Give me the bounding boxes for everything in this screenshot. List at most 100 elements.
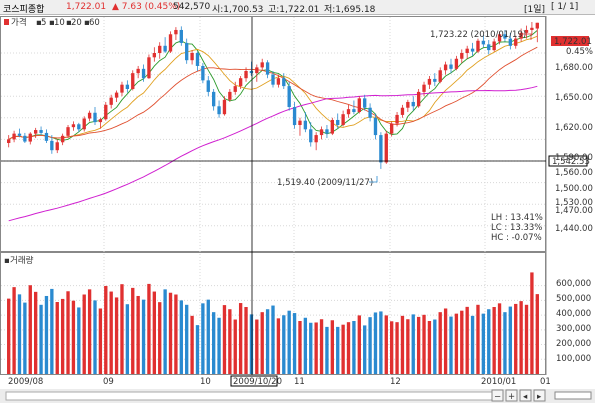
zoom-in-button[interactable] — [505, 389, 518, 402]
candle-body — [357, 98, 361, 113]
volume-bar — [443, 308, 448, 374]
scroll-track[interactable] — [5, 391, 497, 401]
volume-bar — [497, 303, 502, 374]
candle-body — [201, 65, 205, 81]
candle-body — [503, 34, 507, 39]
volume-bar — [168, 292, 173, 374]
current-price: 1,722.01 — [66, 2, 107, 12]
legend-price-marker — [4, 19, 9, 25]
volume-bar — [411, 314, 415, 374]
x-tick-label: 2009/08 — [8, 377, 43, 387]
period-selector[interactable]: [1일] — [524, 5, 546, 15]
volume-bar — [481, 313, 486, 374]
candle-body — [341, 114, 345, 125]
volume-legend: 거래량 — [10, 255, 34, 266]
candle-body — [416, 91, 421, 107]
volume-bar — [487, 309, 491, 374]
stat-hc: HC : -0.07% — [491, 233, 542, 243]
volume-bar — [228, 309, 232, 374]
zoom-slider[interactable] — [554, 391, 592, 400]
volume-bar — [314, 322, 318, 374]
volume-bar — [141, 299, 146, 374]
candle-body — [28, 133, 32, 142]
candle-body — [33, 130, 38, 134]
volume-bar — [384, 315, 388, 374]
candle-body — [98, 119, 103, 123]
volume-bar — [152, 291, 157, 374]
candle-body — [433, 78, 437, 82]
candle-body — [530, 27, 534, 30]
volume-bar — [379, 311, 383, 374]
legend-ma5: 5 — [41, 18, 46, 28]
candle-body — [179, 29, 183, 43]
x-tick-label: 10 — [200, 377, 211, 387]
volume-bar — [23, 302, 27, 374]
current-price-tag — [551, 36, 589, 46]
price-tick-label: 1,440.00 — [555, 224, 593, 234]
candle-body — [249, 71, 254, 74]
volume-bar — [368, 317, 372, 374]
scroll-right-button[interactable] — [533, 389, 546, 402]
volume-bar — [39, 304, 43, 374]
candle-body — [282, 78, 286, 87]
volume-bar — [373, 312, 378, 374]
volume-bar — [82, 294, 86, 374]
candle-body — [217, 106, 221, 115]
volume-bar — [222, 305, 227, 374]
volume-bar — [514, 303, 518, 374]
price-panel — [0, 16, 546, 252]
volume-bar — [309, 322, 313, 374]
volume-bar — [201, 303, 205, 374]
candle-body — [87, 112, 92, 119]
candle-body — [114, 92, 119, 98]
open-price: 시:1,700.53 — [212, 5, 264, 15]
candle-body — [185, 42, 189, 61]
volume-bar — [276, 318, 281, 374]
legend-ma20-marker: ▪ — [66, 18, 72, 28]
grid-lines — [1, 17, 546, 375]
zoom-out-button[interactable] — [491, 389, 504, 402]
candle-body — [292, 107, 297, 125]
stock-chart[interactable]: 1,542.53 가격 ▪ 5 ▪ 10 ▪ 20 ▪ 60 1,680.00 … — [0, 16, 595, 403]
volume-bar — [136, 295, 140, 374]
volume-bar — [50, 288, 54, 374]
crosshair-date-label: 2009/10/20 — [233, 377, 282, 387]
candle-body — [287, 86, 291, 107]
volume-bar — [298, 321, 302, 374]
candle-body — [255, 67, 259, 74]
volume-bar — [438, 312, 442, 374]
volume-bar — [395, 322, 399, 374]
volume-bar — [120, 284, 124, 374]
candle-body — [131, 73, 135, 89]
volume-tick-label: 300,000 — [556, 324, 591, 334]
volume-bar — [71, 300, 76, 374]
candle-body — [222, 99, 227, 115]
volume-bar — [492, 307, 496, 374]
candle-body — [228, 91, 232, 100]
scroll-left-button[interactable] — [519, 389, 532, 402]
volume-bar — [476, 304, 480, 374]
change-pct-tag: 0.45% — [566, 47, 593, 57]
chart-area[interactable]: 1,542.53 가격 ▪ 5 ▪ 10 ▪ 20 ▪ 60 1,680.00 … — [0, 16, 595, 403]
crosshair-date-box — [230, 375, 278, 387]
volume-tick-label: 500,000 — [556, 294, 591, 304]
candle-body — [82, 118, 86, 130]
legend-ma20: 20 — [71, 18, 82, 28]
volume-bar — [238, 303, 243, 374]
volume-bar — [87, 289, 92, 374]
candle-body — [23, 135, 27, 142]
candle-body — [206, 80, 210, 92]
volume-bar — [282, 315, 286, 374]
x-tick-label: 11 — [294, 377, 305, 387]
candle-body — [325, 129, 329, 134]
volume-y-axis: 600,000 500,000 400,000 300,000 200,000 … — [556, 279, 591, 364]
candle-body — [265, 62, 270, 75]
crosshair-price-box — [548, 155, 588, 167]
stat-lc: LC : 13.33% — [491, 223, 542, 233]
candle-body — [535, 22, 539, 29]
candle-body — [346, 109, 351, 115]
volume-bar — [346, 322, 351, 374]
volume-bar — [265, 309, 270, 374]
symbol-name: 코스피종합 — [3, 5, 45, 15]
candle-body — [136, 68, 140, 74]
